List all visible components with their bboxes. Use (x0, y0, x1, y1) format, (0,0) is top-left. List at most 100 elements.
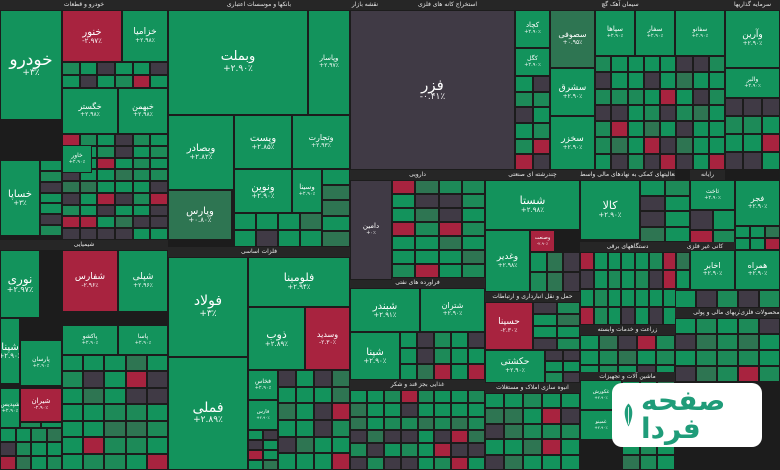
ticker-tile[interactable]: پارسان +۲.۹۰٪ (20, 340, 62, 386)
ticker-change: +۲.۸۵٪ (251, 142, 275, 151)
ticker-tile[interactable]: وغدیر +۲.۹۸٪ (485, 230, 530, 292)
ticker-tile[interactable]: کالا +۲.۹۰٪ (580, 180, 640, 240)
ticker-tile[interactable]: کچاد +۲.۹۰٪ (515, 10, 550, 48)
ticker-tile[interactable]: شستا +۲.۹۸٪ (485, 180, 580, 230)
ticker-symbol: شتران (441, 301, 464, 311)
ticker-change: +۲.۹۰٪ (646, 33, 664, 40)
ticker-tile[interactable]: سپاها +۲.۹۰٪ (595, 10, 635, 56)
ticker-tile[interactable]: فزر -۰.۴۱٪ (350, 10, 515, 170)
ticker-tile[interactable]: حسینا -۲.۳۰٪ (485, 302, 533, 350)
ticker-change: +۲.۹۰٪ (524, 61, 541, 68)
ticker-tile[interactable]: سصوفی +۰.۹۵٪ (550, 10, 595, 68)
ticker-tile[interactable]: همراه +۲.۹۰٪ (735, 250, 780, 290)
ticker-tile[interactable]: ثاخت +۲.۹۰٪ (690, 180, 735, 210)
filler-tile (759, 290, 780, 308)
filler-tile (556, 326, 580, 338)
ticker-tile[interactable]: وسدید -۲.۳۰٪ (305, 307, 350, 370)
ticker-tile[interactable]: شتران +۲.۹۰٪ (420, 288, 485, 332)
ticker-tile[interactable]: ذوب +۲.۸۹٪ (248, 307, 305, 370)
filler-tile (40, 181, 62, 193)
ticker-tile[interactable]: پاسا +۲.۹۰٪ (118, 325, 168, 355)
filler-tile (263, 460, 278, 470)
filler-tile (648, 306, 663, 325)
filler-tile (417, 403, 435, 417)
ticker-change: +۲.۸۲٪ (189, 153, 213, 162)
ticker-tile[interactable]: فولاد +۳٪ (168, 257, 248, 357)
filler-tile (532, 154, 550, 170)
ticker-symbol: وصنعت (534, 235, 551, 242)
filler-tile (660, 72, 677, 89)
ticker-tile[interactable]: سفار +۲.۹۰٪ (635, 10, 675, 56)
ticker-tile[interactable]: فجر +۲.۹۰٪ (735, 180, 780, 226)
filler-tile (0, 428, 16, 442)
ticker-tile[interactable]: شپلی +۲.۹۶٪ (118, 250, 168, 312)
ticker-tile[interactable]: شپدیس +۲.۹۰٪ (0, 388, 20, 428)
ticker-tile[interactable]: سشرق +۲.۹۰٪ (550, 68, 595, 116)
ticker-change: +۲.۹۰٪ (363, 356, 387, 365)
ticker-tile[interactable]: وآرین +۲.۹۰٪ (725, 10, 780, 68)
filler-tile (97, 145, 115, 158)
ticker-tile[interactable]: فارس +۲.۹۰٪ (248, 400, 278, 430)
ticker-tile[interactable]: وپاسار +۲.۹۷٪ (308, 10, 350, 115)
ticker-symbol: فارس (256, 409, 270, 416)
ticker-tile[interactable]: خنور -۲.۹۷٪ (62, 10, 122, 62)
ticker-tile[interactable]: شپنا+۲.۹۰٪ (0, 318, 20, 384)
ticker-tile[interactable]: سخزر +۲.۹۰٪ (550, 116, 595, 170)
ticker-tile[interactable]: فخاس +۲.۹۰٪ (248, 370, 278, 400)
ticker-tile[interactable]: شیران -۲.۹۰٪ (20, 388, 62, 422)
ticker-tile[interactable]: وبصادر +۲.۸۲٪ (168, 115, 234, 190)
filler-tile (676, 121, 693, 138)
filler-tile (104, 404, 126, 421)
ticker-tile[interactable]: حکشتی +۲.۹۰٪ (485, 350, 545, 383)
ticker-symbol: فخاس (255, 377, 271, 385)
ticker-symbol: پاسا (137, 332, 149, 340)
filler-tile (104, 420, 126, 438)
filler-tile (738, 366, 759, 382)
ticker-tile[interactable]: وپارس +۰.۸۰٪ (168, 190, 232, 240)
ticker-tile[interactable]: وسینا +۲.۹۰٪ (292, 169, 322, 213)
filler-tile (415, 222, 439, 236)
ticker-tile[interactable]: وبملت +۲.۹۰٪ (168, 10, 308, 115)
filler-tile (146, 404, 168, 421)
ticker-tile[interactable]: وپست +۲.۸۵٪ (234, 115, 292, 169)
ticker-tile[interactable]: وتجارت +۲.۹۳٪ (292, 115, 350, 169)
ticker-tile[interactable]: کگل +۲.۹۰٪ (515, 48, 550, 76)
ticker-tile[interactable]: پاکشو +۲.۹۰٪ (62, 325, 118, 355)
ticker-tile[interactable]: فملی +۲.۸۹٪ (168, 357, 248, 470)
ticker-tile[interactable]: شفارس -۲.۹۶٪ (62, 250, 118, 312)
ticker-tile[interactable]: خبهمن +۲.۹۸٪ (118, 88, 168, 134)
ticker-tile[interactable]: فلومینا +۲.۹۴٪ (248, 257, 350, 307)
filler-tile (332, 420, 350, 437)
filler-tile (434, 390, 452, 404)
ticker-tile[interactable]: خساپا +۳٪ (0, 160, 40, 236)
filler-tile (115, 145, 133, 158)
ticker-tile[interactable]: اخابر +۲.۹۰٪ (690, 250, 735, 290)
ticker-symbol: شپنا (1, 341, 19, 353)
ticker-tile[interactable]: شپنا+۲.۹۰٪ (350, 332, 400, 380)
filler-tile (146, 355, 168, 372)
filler-tile (461, 194, 485, 208)
filler-tile (132, 62, 151, 75)
filler-tile (62, 371, 84, 388)
ticker-tile[interactable]: وصنعت -۲.۹۰٪ (530, 230, 555, 252)
ticker-tile[interactable]: خودرو +۳٪ (0, 10, 62, 120)
filler-tile (611, 56, 628, 73)
ticker-tile[interactable]: سفانو +۲.۹۰٪ (675, 10, 725, 56)
ticker-tile[interactable]: والبر +۲.۹۰٪ (725, 68, 780, 98)
filler-tile (515, 154, 533, 170)
filler-tile (643, 153, 660, 170)
filler-tile (434, 416, 452, 430)
filler-tile (115, 169, 133, 182)
sector-title: زراعت و خدمات وابسته (580, 325, 675, 335)
ticker-tile[interactable]: خاور +۲.۹۰٪ (62, 145, 92, 173)
ticker-tile[interactable]: نوری +۲.۹۷٪ (0, 250, 40, 318)
ticker-tile[interactable]: شبندر +۲.۹۱٪ (350, 288, 420, 332)
site-logo: صفحه فردا (612, 382, 762, 448)
ticker-change: -۲.۳۰٪ (500, 326, 518, 334)
ticker-tile[interactable]: خگستر +۲.۹۸٪ (62, 88, 118, 134)
ticker-tile[interactable]: دامین +۰٪ (350, 180, 392, 280)
sector-title: استخراج کانه های فلزی (380, 0, 515, 10)
ticker-tile[interactable]: ونوین +۲.۹۰٪ (234, 169, 292, 213)
ticker-tile[interactable]: خزامیا +۲.۹۸٪ (122, 10, 168, 62)
logo-badge: صفحه فردا (612, 383, 762, 447)
